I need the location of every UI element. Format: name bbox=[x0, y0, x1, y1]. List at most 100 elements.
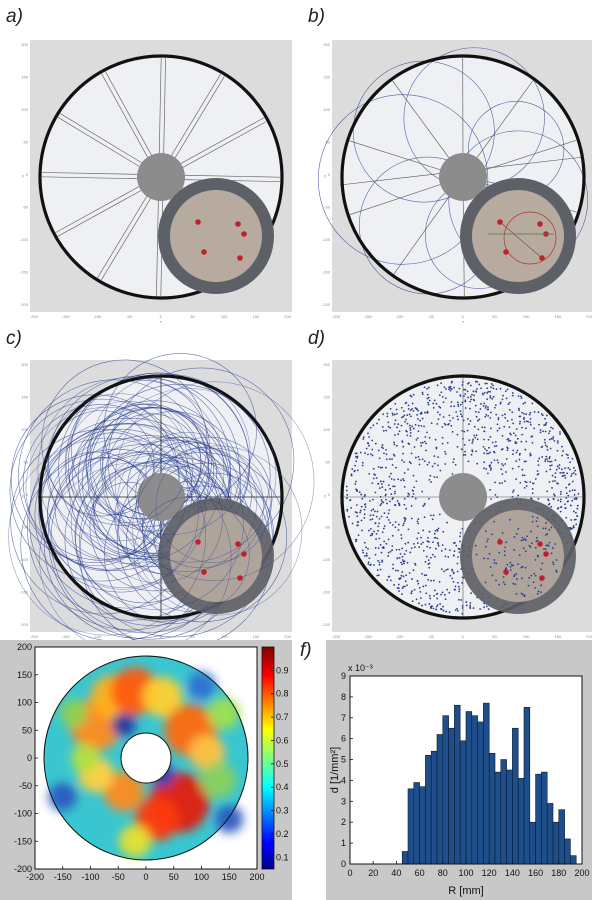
contact-dot bbox=[574, 473, 577, 476]
contact-dot-over bbox=[504, 546, 507, 549]
x-tick-label: 0 bbox=[462, 634, 465, 639]
contact-dot bbox=[401, 571, 404, 573]
contact-dot bbox=[482, 445, 485, 448]
contact-dot bbox=[572, 524, 575, 527]
contact-dot bbox=[464, 399, 467, 402]
contact-dot bbox=[561, 471, 564, 474]
contact-dot bbox=[407, 495, 409, 498]
contact-dot bbox=[531, 492, 534, 495]
contact-dot bbox=[413, 542, 415, 545]
contact-dot bbox=[368, 436, 371, 438]
contact-dot bbox=[389, 550, 392, 553]
contact-dot-over bbox=[517, 527, 520, 530]
contact-dot bbox=[442, 609, 445, 612]
contact-dot bbox=[401, 416, 403, 419]
contact-dot bbox=[388, 458, 391, 460]
contact-dot bbox=[441, 591, 444, 594]
contact-dot bbox=[355, 455, 357, 458]
contact-dot bbox=[444, 594, 446, 596]
contact-dot bbox=[477, 428, 480, 431]
contact-dot bbox=[436, 384, 439, 387]
contact-dot bbox=[356, 521, 359, 524]
contact-dot-over bbox=[551, 547, 554, 549]
x-tick-label: -200 bbox=[30, 634, 39, 639]
contact-dot bbox=[478, 383, 481, 386]
contact-dot bbox=[501, 463, 503, 465]
contact-dot bbox=[432, 579, 435, 582]
contact-dot bbox=[417, 418, 419, 420]
contact-dot bbox=[544, 430, 547, 433]
contact-dot bbox=[441, 442, 444, 445]
contact-dot bbox=[521, 411, 523, 414]
contact-dot bbox=[577, 492, 580, 495]
contact-dot bbox=[498, 482, 501, 485]
contact-dot bbox=[554, 459, 557, 462]
contact-dot bbox=[493, 406, 496, 409]
contact-dot bbox=[458, 551, 461, 554]
contact-dot bbox=[401, 559, 404, 561]
contact-dot bbox=[396, 557, 399, 560]
contact-dot bbox=[527, 420, 529, 423]
contact-point bbox=[237, 575, 243, 581]
contact-dot bbox=[421, 604, 423, 607]
contact-dot-over bbox=[504, 583, 506, 586]
panel-label-d: d) bbox=[308, 328, 325, 349]
y-tick-label: -50 bbox=[22, 205, 29, 210]
contact-dot bbox=[425, 574, 428, 577]
contact-dot bbox=[393, 584, 396, 586]
contact-dot bbox=[559, 498, 562, 501]
contact-dot bbox=[422, 549, 425, 552]
y-tick-label: -50 bbox=[22, 525, 29, 530]
contact-dot bbox=[435, 593, 438, 596]
contact-dot bbox=[404, 420, 406, 423]
x-tick-label: 150 bbox=[253, 314, 260, 319]
contact-dot bbox=[437, 456, 440, 459]
x-tick-label: -100 bbox=[93, 634, 102, 639]
contact-dot bbox=[420, 543, 423, 545]
y-axis-label: y bbox=[324, 493, 326, 498]
contact-dot bbox=[403, 553, 406, 556]
contact-dot bbox=[525, 481, 528, 484]
contact-dot bbox=[403, 560, 406, 563]
x-tick-label: 50 bbox=[169, 872, 179, 882]
contact-dot-over bbox=[513, 575, 515, 578]
contact-dot bbox=[459, 535, 461, 538]
contact-dot bbox=[377, 449, 380, 452]
contact-dot bbox=[545, 470, 548, 473]
contact-dot bbox=[369, 534, 372, 537]
contact-dot bbox=[387, 425, 390, 428]
contact-dot bbox=[447, 556, 450, 558]
contact-dot bbox=[546, 445, 548, 448]
contact-dot bbox=[396, 412, 398, 415]
contact-dot bbox=[459, 532, 462, 534]
contact-dot bbox=[359, 511, 361, 514]
contact-dot bbox=[439, 603, 442, 605]
contact-dot-over bbox=[521, 536, 524, 539]
contact-dot bbox=[390, 493, 393, 496]
contact-dot-over bbox=[555, 569, 558, 572]
contact-dot bbox=[504, 390, 507, 393]
contact-dot bbox=[378, 517, 381, 520]
x-tick-label: 200 bbox=[249, 872, 264, 882]
contact-dot bbox=[436, 423, 439, 425]
contact-dot bbox=[346, 508, 349, 511]
contact-dot-over bbox=[537, 555, 540, 558]
contact-dot bbox=[494, 493, 497, 496]
contact-dot-over bbox=[515, 533, 518, 535]
contact-dot bbox=[442, 416, 445, 418]
x-tick-label: 150 bbox=[555, 634, 562, 639]
contact-dot bbox=[431, 465, 434, 468]
contact-dot bbox=[529, 452, 532, 455]
histogram-bar bbox=[442, 715, 449, 865]
contact-dot bbox=[377, 547, 380, 549]
colorbar-tick-label: 0.8 bbox=[276, 689, 289, 699]
contact-dot bbox=[485, 449, 488, 452]
contact-dot bbox=[432, 607, 435, 610]
spoke-line bbox=[183, 174, 281, 178]
contact-dot bbox=[531, 435, 534, 438]
contact-dot bbox=[457, 405, 460, 408]
contact-dot bbox=[457, 581, 459, 584]
contact-dot bbox=[573, 518, 576, 521]
contact-dot bbox=[554, 472, 557, 475]
contact-dot bbox=[433, 555, 436, 558]
